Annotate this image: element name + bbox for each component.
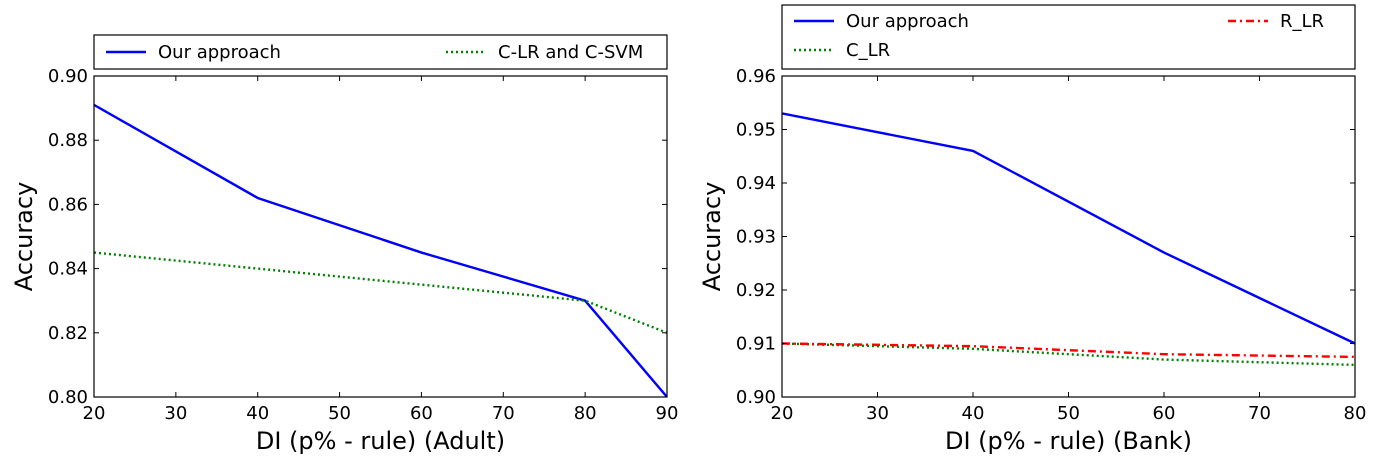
y-tick-label: 0.94 bbox=[736, 173, 776, 194]
series-line-1 bbox=[94, 103, 667, 397]
y-tick-label: 0.82 bbox=[48, 323, 88, 344]
x-tick-label: 40 bbox=[246, 403, 269, 424]
series-line-2 bbox=[94, 251, 667, 334]
legend-label: C_LR bbox=[846, 40, 890, 61]
series-line-3 bbox=[782, 342, 1355, 359]
y-tick-label: 0.95 bbox=[736, 120, 776, 141]
chart-1: 20 30 40 50 60 70 80 90 0.80 0.82 0.84 0.86 0.88 0.90… bbox=[10, 34, 679, 455]
x-tick-label: 20 bbox=[83, 403, 106, 424]
y-tick-label: 0.90 bbox=[48, 66, 88, 87]
plot-frame bbox=[93, 75, 668, 398]
legend-frame bbox=[781, 4, 1356, 70]
x-tick-label: 80 bbox=[574, 403, 597, 424]
x-tick-label: 20 bbox=[771, 403, 794, 424]
legend: Our approach C-LR and C-SVM bbox=[93, 34, 668, 70]
y-tick-label: 0.84 bbox=[48, 259, 88, 280]
x-tick-label: 60 bbox=[410, 403, 433, 424]
y-tick-label: 0.80 bbox=[48, 387, 88, 408]
y-tick-label: 0.96 bbox=[736, 66, 776, 87]
x-tick-label: 40 bbox=[962, 403, 985, 424]
x-tick-label: 50 bbox=[328, 403, 351, 424]
chart-2: 20 30 40 50 60 70 80 0.90 0.91 0.92 0.93 0.94 0.95 0.… bbox=[698, 4, 1367, 455]
x-tick-label: 60 bbox=[1153, 403, 1176, 424]
y-tick-label: 0.86 bbox=[48, 194, 88, 215]
legend-label: R_LR bbox=[1280, 11, 1324, 32]
x-tick-label: 30 bbox=[164, 403, 187, 424]
y-tick-label: 0.90 bbox=[736, 387, 776, 408]
x-tick-label: 90 bbox=[656, 403, 679, 424]
y-axis-label: Accuracy bbox=[698, 182, 726, 292]
x-tick-label: 80 bbox=[1344, 403, 1367, 424]
y-tick-label: 0.91 bbox=[736, 334, 776, 355]
legend-frame bbox=[93, 34, 668, 70]
legend-label: Our approach bbox=[846, 11, 969, 32]
legend-label: C-LR and C-SVM bbox=[498, 42, 643, 63]
series-line-1 bbox=[782, 112, 1355, 345]
y-axis-label: Accuracy bbox=[10, 182, 38, 292]
legend: Our approach C_LR R_LR bbox=[781, 4, 1356, 70]
x-tick-label: 70 bbox=[492, 403, 515, 424]
y-tick-label: 0.93 bbox=[736, 227, 776, 248]
x-axis-label: DI (p% - rule) (Adult) bbox=[256, 427, 505, 455]
plot-frame bbox=[781, 75, 1356, 398]
x-tick-label: 50 bbox=[1057, 403, 1080, 424]
x-tick-label: 70 bbox=[1248, 403, 1271, 424]
x-axis-label: DI (p% - rule) (Bank) bbox=[945, 427, 1192, 455]
series-line-2 bbox=[782, 342, 1355, 367]
y-tick-label: 0.88 bbox=[48, 130, 88, 151]
x-tick-label: 30 bbox=[866, 403, 889, 424]
legend-label: Our approach bbox=[158, 42, 281, 63]
y-tick-label: 0.92 bbox=[736, 280, 776, 301]
